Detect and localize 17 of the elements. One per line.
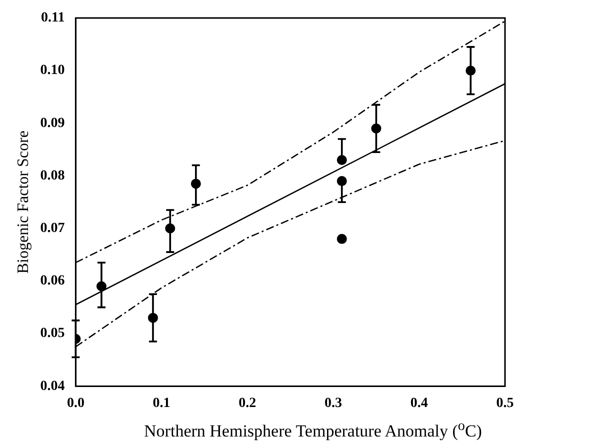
y-tick-label: 0.08	[40, 168, 65, 184]
y-tick-label: 0.11	[40, 10, 65, 26]
y-axis-title: Biogenic Factor Score	[14, 130, 32, 274]
y-tick-label: 0.09	[40, 116, 65, 131]
x-axis-title: Northern Hemisphere Temperature Anomaly ($^{o}$C)	[143, 418, 483, 442]
y-tick-label: 0.07	[40, 221, 65, 236]
y-tick-label: 0.10	[40, 63, 65, 78]
point	[336, 234, 347, 244]
y-tick-label: 0.05	[40, 326, 65, 342]
x-tick-label: 0.3	[324, 396, 342, 412]
x-tick-label: 0.2	[238, 396, 256, 412]
y-tick-label: 0.04	[40, 378, 65, 394]
y-tick-label: 0.06	[40, 274, 65, 289]
x-tick-label: 0.5	[496, 396, 514, 412]
x-tick-label: 0.4	[410, 396, 428, 412]
x-tick-label: 0.0	[66, 396, 84, 412]
x-tick-label: 0.1	[152, 396, 170, 412]
